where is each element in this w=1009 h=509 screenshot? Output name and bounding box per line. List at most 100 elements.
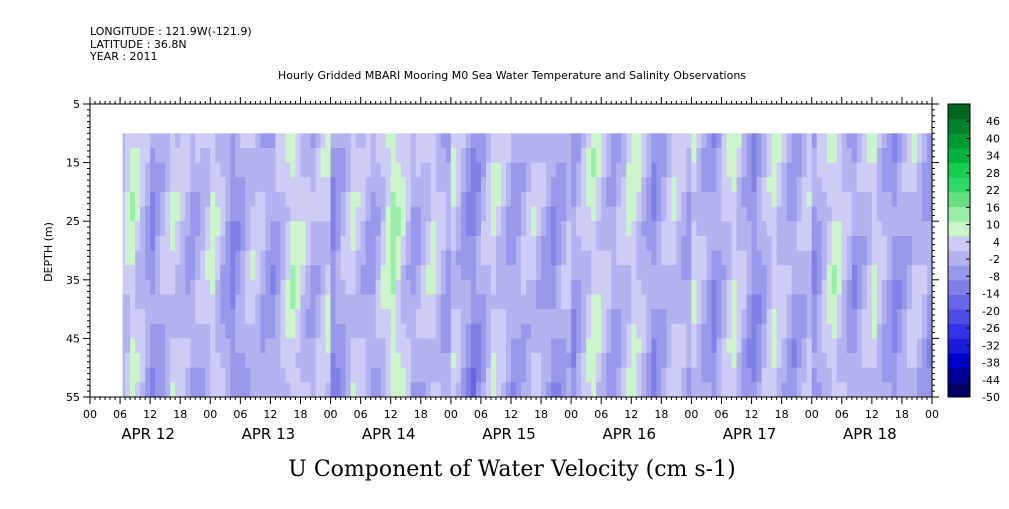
heatmap-cell	[140, 177, 146, 193]
heatmap-cell	[205, 338, 211, 354]
heatmap-cell	[731, 353, 738, 369]
colorbar-tick-label: -38	[982, 357, 1000, 370]
heatmap-cell	[856, 177, 863, 193]
heatmap-cell	[671, 133, 677, 149]
colorbar-swatch	[948, 367, 970, 383]
heatmap-cell	[500, 279, 507, 296]
heatmap-cell	[591, 221, 597, 237]
heatmap-cell	[295, 191, 302, 208]
heatmap-cell	[365, 338, 372, 354]
heatmap-cell	[911, 162, 918, 178]
heatmap-cell	[601, 147, 607, 164]
heatmap-cell	[536, 382, 542, 398]
heatmap-cell	[325, 206, 332, 222]
heatmap-cell	[771, 353, 778, 369]
heatmap-cell	[225, 221, 231, 237]
heatmap-cell	[801, 221, 808, 237]
heatmap-cell	[706, 147, 713, 164]
heatmap-cell	[315, 133, 322, 149]
heatmap-cell	[846, 353, 853, 369]
heatmap-cell	[370, 338, 377, 354]
heatmap-cell	[140, 338, 146, 354]
heatmap-cell	[766, 250, 773, 266]
heatmap-cell	[916, 250, 923, 266]
heatmap-cell	[425, 338, 432, 354]
heatmap-cell	[395, 191, 402, 208]
heatmap-cell	[656, 382, 662, 398]
heatmap-cell	[460, 323, 467, 339]
heatmap-cell	[791, 353, 798, 369]
heatmap-cell	[691, 309, 698, 325]
heatmap-cell	[365, 177, 372, 193]
heatmap-cell	[280, 133, 287, 149]
heatmap-cell	[335, 235, 342, 252]
heatmap-cell	[661, 221, 667, 237]
heatmap-cell	[661, 147, 667, 164]
heatmap-cell	[921, 323, 928, 339]
heatmap-cell	[235, 367, 241, 383]
heatmap-cell	[365, 323, 372, 339]
heatmap-cell	[801, 279, 808, 296]
heatmap-cell	[260, 367, 267, 383]
heatmap-cell	[200, 206, 206, 222]
heatmap-cell	[190, 279, 196, 296]
heatmap-cell	[731, 382, 738, 398]
heatmap-cell	[440, 279, 447, 296]
heatmap-cell	[470, 250, 477, 266]
colorbar-swatch	[948, 353, 970, 369]
heatmap-cell	[861, 382, 868, 398]
heatmap-cell	[836, 294, 843, 310]
heatmap-cell	[435, 162, 442, 178]
heatmap-cell	[561, 279, 567, 296]
heatmap-cell	[495, 191, 502, 208]
heatmap-cell	[806, 294, 813, 310]
heatmap-cell	[290, 367, 297, 383]
heatmap-cell	[185, 162, 191, 178]
heatmap-cell	[335, 265, 342, 281]
heatmap-cell	[410, 250, 417, 266]
heatmap-cell	[470, 162, 477, 178]
heatmap-cell	[400, 382, 407, 398]
heatmap-cell	[651, 265, 657, 281]
heatmap-cell	[350, 338, 357, 354]
heatmap-cell	[726, 177, 733, 193]
heatmap-cell	[746, 221, 753, 237]
heatmap-cell	[220, 162, 226, 178]
heatmap-cell	[686, 309, 693, 325]
heatmap-cell	[475, 133, 482, 149]
heatmap-cell	[751, 294, 758, 310]
heatmap-cell	[235, 221, 241, 237]
heatmap-cell	[711, 353, 718, 369]
heatmap-cell	[295, 250, 302, 266]
heatmap-cell	[601, 265, 607, 281]
heatmap-cell	[881, 353, 888, 369]
heatmap-cell	[435, 177, 442, 193]
heatmap-cell	[761, 250, 768, 266]
heatmap-cell	[315, 162, 322, 178]
heatmap-cell	[200, 133, 206, 149]
heatmap-cell	[375, 250, 382, 266]
heatmap-cell	[300, 323, 307, 339]
heatmap-cell	[310, 191, 317, 208]
heatmap-cell	[646, 323, 652, 339]
heatmap-cell	[355, 353, 362, 369]
heatmap-cell	[881, 309, 888, 325]
heatmap-cell	[516, 162, 522, 178]
heatmap-cell	[591, 162, 597, 178]
heatmap-cell	[225, 147, 231, 164]
heatmap-cell	[771, 309, 778, 325]
heatmap-cell	[731, 309, 738, 325]
heatmap-cell	[841, 147, 848, 164]
heatmap-cell	[821, 367, 828, 383]
heatmap-cell	[781, 367, 788, 383]
heatmap-cell	[335, 191, 342, 208]
heatmap-cell	[140, 162, 146, 178]
heatmap-cell	[400, 221, 407, 237]
heatmap-cell	[165, 221, 171, 237]
heatmap-cell	[591, 250, 597, 266]
heatmap-cell	[155, 133, 161, 149]
heatmap-cell	[425, 221, 432, 237]
heatmap-cell	[145, 235, 151, 252]
heatmap-cell	[435, 279, 442, 296]
heatmap-cell	[516, 133, 522, 149]
